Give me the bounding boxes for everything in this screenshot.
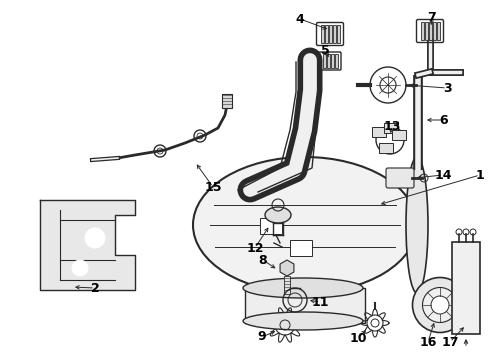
Ellipse shape bbox=[413, 278, 467, 333]
Ellipse shape bbox=[193, 157, 417, 293]
Text: 14: 14 bbox=[434, 168, 452, 181]
Bar bbox=[392, 130, 406, 140]
Text: 6: 6 bbox=[440, 113, 448, 126]
Bar bbox=[260, 218, 282, 234]
Bar bbox=[326, 54, 330, 68]
Text: 2: 2 bbox=[91, 282, 99, 294]
Bar bbox=[320, 25, 324, 43]
Bar bbox=[333, 25, 336, 43]
FancyBboxPatch shape bbox=[386, 168, 414, 188]
Text: 3: 3 bbox=[442, 81, 451, 95]
Ellipse shape bbox=[265, 207, 291, 223]
FancyBboxPatch shape bbox=[222, 94, 232, 108]
Circle shape bbox=[85, 228, 105, 248]
Bar bbox=[322, 54, 326, 68]
Ellipse shape bbox=[243, 312, 363, 330]
Text: 1: 1 bbox=[476, 168, 485, 181]
Bar bbox=[328, 25, 332, 43]
Bar bbox=[420, 22, 424, 40]
Bar bbox=[428, 22, 432, 40]
Ellipse shape bbox=[431, 296, 449, 314]
Text: 8: 8 bbox=[259, 253, 268, 266]
Bar bbox=[433, 22, 436, 40]
Text: 17: 17 bbox=[441, 336, 459, 348]
Bar bbox=[372, 127, 386, 137]
Text: 16: 16 bbox=[419, 336, 437, 348]
Text: 9: 9 bbox=[258, 330, 266, 343]
Circle shape bbox=[72, 260, 88, 276]
Bar bbox=[335, 54, 338, 68]
Text: 4: 4 bbox=[295, 13, 304, 26]
Bar bbox=[452, 242, 480, 334]
Polygon shape bbox=[280, 260, 294, 276]
Ellipse shape bbox=[406, 157, 428, 293]
Text: 10: 10 bbox=[349, 332, 367, 345]
Bar bbox=[384, 123, 398, 133]
Bar bbox=[245, 288, 365, 323]
Bar bbox=[284, 276, 290, 294]
Bar bbox=[424, 22, 428, 40]
Text: 7: 7 bbox=[428, 10, 437, 23]
Text: 11: 11 bbox=[311, 296, 329, 309]
Text: 15: 15 bbox=[204, 180, 222, 194]
Polygon shape bbox=[40, 200, 135, 290]
Text: 13: 13 bbox=[383, 120, 401, 132]
Ellipse shape bbox=[422, 288, 458, 323]
Text: 5: 5 bbox=[320, 44, 329, 57]
Bar bbox=[324, 25, 328, 43]
Bar bbox=[337, 25, 340, 43]
Bar bbox=[379, 143, 393, 153]
Bar bbox=[437, 22, 440, 40]
Text: 12: 12 bbox=[246, 242, 264, 255]
Bar bbox=[330, 54, 334, 68]
Ellipse shape bbox=[243, 278, 363, 298]
Bar bbox=[290, 240, 312, 256]
